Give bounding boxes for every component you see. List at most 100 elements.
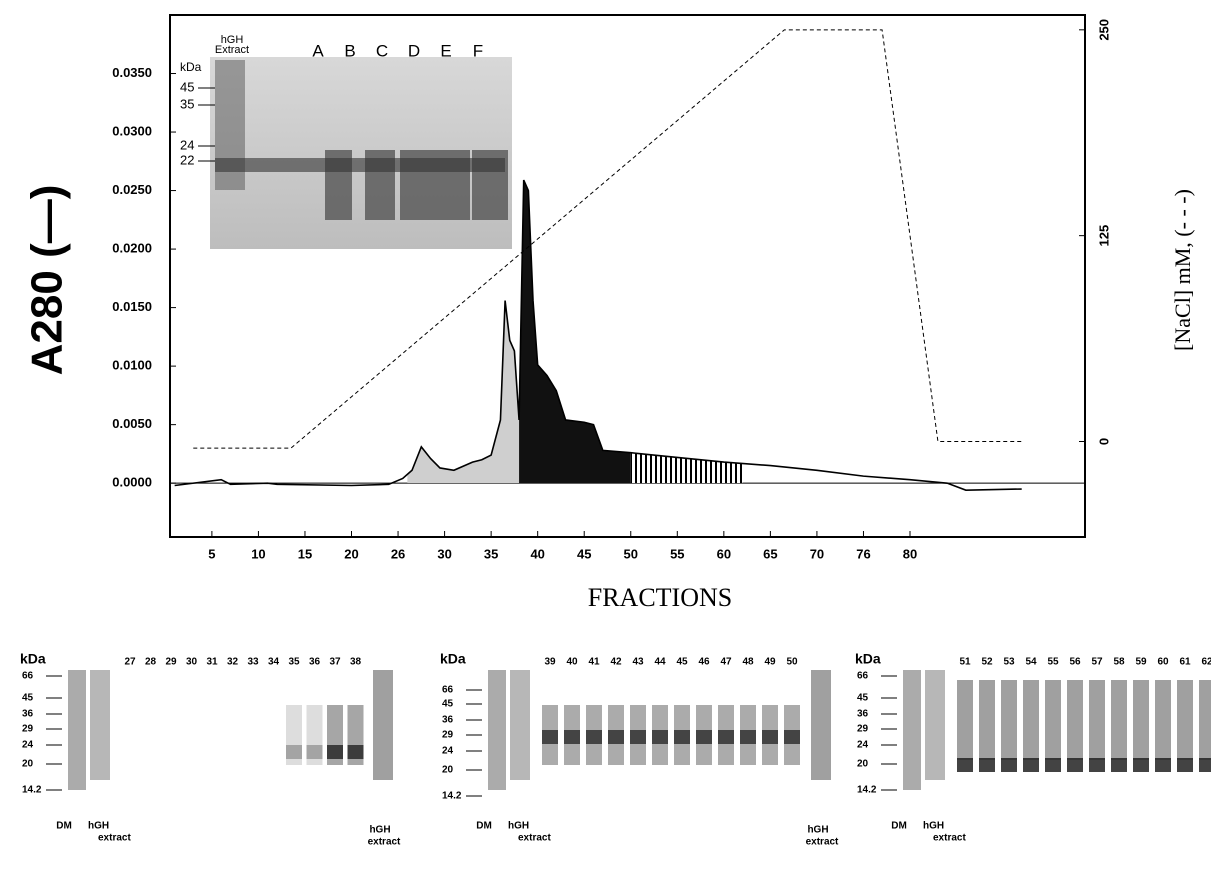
- gel-band: [286, 745, 302, 759]
- x-tick-label: 80: [903, 546, 917, 561]
- gel-lane: [811, 670, 831, 780]
- inset-marker-label: 35: [180, 96, 194, 111]
- fraction-region: [630, 452, 743, 484]
- gel-band: [347, 745, 364, 759]
- gel-unit: kDa: [20, 651, 46, 667]
- inset-lane-label: F: [473, 41, 483, 60]
- gel-extract-label: extract: [518, 833, 551, 844]
- gel-band: [586, 730, 602, 744]
- inset-lane-label: B: [344, 41, 355, 60]
- y-tick-label: 0.0150: [112, 299, 152, 314]
- gel-lane-label: 38: [350, 657, 362, 668]
- gel-band: [674, 730, 690, 744]
- x-tick-label: 60: [717, 546, 731, 561]
- gel-band: [718, 730, 734, 744]
- gel-lane-label: 30: [186, 657, 198, 668]
- gel-marker-label: 20: [442, 765, 454, 776]
- gel-marker-label: 66: [22, 671, 34, 682]
- x-tick-label: 26: [391, 546, 405, 561]
- gel-lane-label: 42: [610, 657, 622, 668]
- inset-lane-label: E: [440, 41, 451, 60]
- x-tick-label: 55: [670, 546, 684, 561]
- x-axis-label: FRACTIONS: [588, 583, 732, 612]
- gel-lane-label: 53: [1003, 657, 1015, 668]
- inset-unit: kDa: [180, 60, 202, 74]
- gel-band: [306, 745, 323, 759]
- x-tick-label: 15: [298, 546, 312, 561]
- gel-marker-label: 24: [857, 740, 869, 751]
- gel-extract-label: hGH: [923, 821, 944, 832]
- y2-tick-label: 0: [1096, 438, 1111, 445]
- gel-band: [1111, 680, 1127, 760]
- x-tick-label: 76: [856, 546, 870, 561]
- x-tick-label: 65: [763, 546, 777, 561]
- gel-lane-label: 62: [1201, 657, 1211, 668]
- gel-lane: [488, 670, 506, 790]
- gel-band: [652, 730, 668, 744]
- gel-lane-label: 56: [1069, 657, 1081, 668]
- x-tick-label: 20: [344, 546, 358, 561]
- gel-marker-label: 14.2: [442, 791, 462, 802]
- x-tick-label: 30: [437, 546, 451, 561]
- gel-band: [306, 705, 323, 765]
- gel-lane-label: 35: [288, 657, 300, 668]
- gel-band: [564, 730, 580, 744]
- gel-band: [286, 705, 302, 765]
- gel-band: [608, 730, 624, 744]
- gel-marker-label: 66: [442, 685, 454, 696]
- y2-tick-label: 250: [1096, 19, 1111, 41]
- gel-band: [630, 730, 646, 744]
- gel-marker-label: 20: [857, 759, 869, 770]
- gel-lane-label: 61: [1179, 657, 1191, 668]
- gel-marker-label: 29: [857, 724, 869, 735]
- gel-marker-label: 36: [857, 709, 869, 720]
- gel-lane-label: 44: [654, 657, 666, 668]
- gel-marker-label: 66: [857, 671, 869, 682]
- gel-band: [762, 730, 778, 744]
- inset-marker-label: 24: [180, 137, 194, 152]
- gel-lane-label: 60: [1157, 657, 1169, 668]
- gel-extract-label: extract: [806, 837, 839, 848]
- gel-marker-label: 20: [22, 759, 34, 770]
- gel-extract-label: extract: [933, 833, 966, 844]
- nacl-gradient-line: [193, 29, 1022, 449]
- gel-lane: [510, 670, 530, 780]
- gel-extract-label: hGH: [88, 821, 109, 832]
- gel-band: [1001, 758, 1017, 772]
- plot-frame: [169, 14, 1086, 538]
- gel-band: [1111, 758, 1127, 772]
- gel-marker-label: 29: [22, 724, 34, 735]
- gel-band: [1023, 758, 1039, 772]
- gel-band: [1177, 758, 1193, 772]
- gel-marker-label: 24: [442, 746, 454, 757]
- gel-band: [1199, 758, 1211, 772]
- y-tick-label: 0.0100: [112, 358, 152, 373]
- gel-band: [979, 680, 995, 760]
- y-tick-label: 0.0350: [112, 65, 152, 80]
- gel-lane-label: 28: [145, 657, 157, 668]
- inset-marker-label: 45: [180, 79, 194, 94]
- gel-lane-label: 55: [1047, 657, 1059, 668]
- gel-lane-label: 41: [588, 657, 600, 668]
- gel-band: [1045, 758, 1061, 772]
- gel-band: [740, 730, 756, 744]
- x-tick-label: 10: [251, 546, 265, 561]
- gel-lane-label: 48: [742, 657, 754, 668]
- gel-band: [957, 758, 973, 772]
- gel-band: [979, 758, 995, 772]
- gel-dm-label: DM: [476, 821, 492, 832]
- x-tick-label: 70: [810, 546, 824, 561]
- x-tick-label: 40: [530, 546, 544, 561]
- gel-marker-label: 14.2: [857, 785, 877, 796]
- gel-marker-label: 45: [857, 693, 869, 704]
- gel-lane-label: 32: [227, 657, 239, 668]
- inset-marker-label: 22: [180, 152, 194, 167]
- gel-lane-label: 29: [165, 657, 177, 668]
- inset-title: hGH: [221, 34, 244, 46]
- gel-lane-label: 43: [632, 657, 644, 668]
- gel-marker-label: 14.2: [22, 785, 42, 796]
- gel-band: [1023, 680, 1039, 760]
- gel-band: [1001, 680, 1017, 760]
- gel-band: [215, 158, 505, 172]
